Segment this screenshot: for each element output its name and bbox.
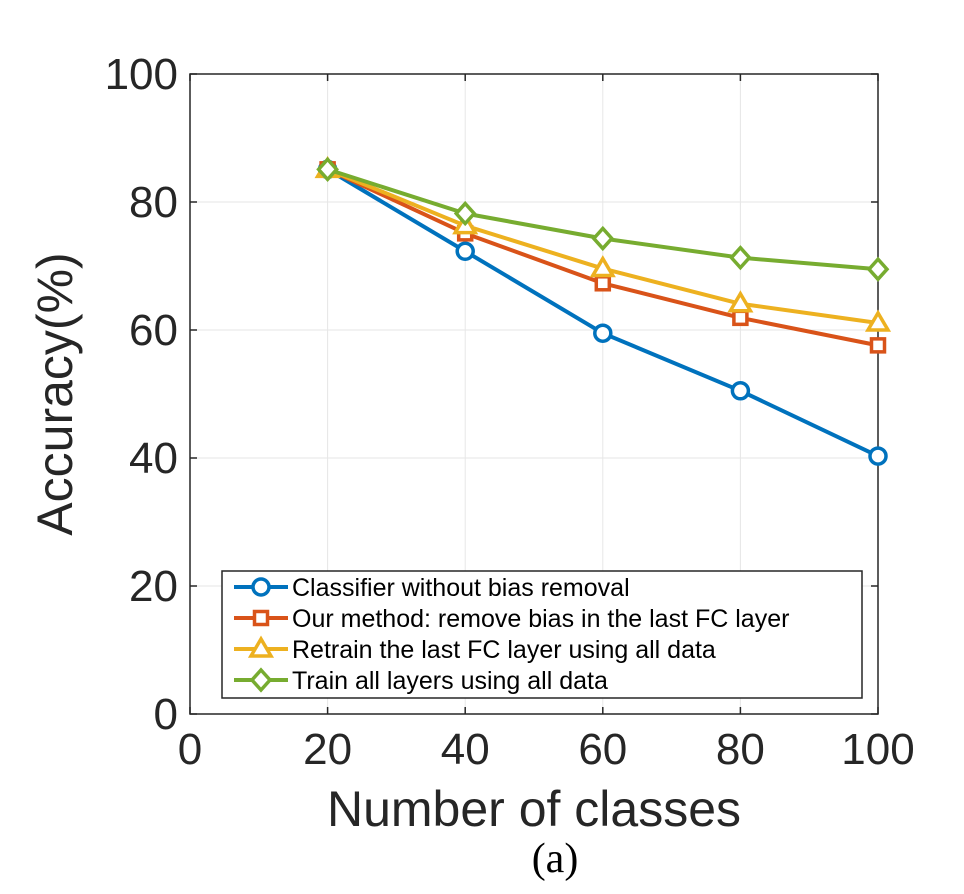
data-point <box>589 255 616 278</box>
legend-marker <box>252 609 270 627</box>
legend-item: Retrain the last FC layer using all data <box>234 635 716 664</box>
legend-label: Classifier without bias removal <box>292 574 630 602</box>
x-tick-label: 40 <box>441 725 490 774</box>
data-point <box>868 446 888 466</box>
x-tick-label: 80 <box>716 725 765 774</box>
legend-box <box>221 570 863 699</box>
data-point <box>727 290 754 313</box>
data-point <box>866 256 890 282</box>
data-point <box>453 200 477 227</box>
figure-caption: (a) <box>532 836 579 882</box>
x-axis-label: Number of classes <box>327 781 741 837</box>
data-point <box>864 309 892 332</box>
y-tick-label: 100 <box>105 50 178 99</box>
legend-marker <box>251 577 271 597</box>
x-tick-label: 60 <box>578 725 627 774</box>
plot-area-frame <box>189 73 879 715</box>
x-tick-label: 100 <box>841 725 914 774</box>
data-point <box>729 245 752 271</box>
legend-label: Train all layers using all data <box>292 667 608 695</box>
series-layer <box>314 155 892 466</box>
y-axis-label: Accuracy(%) <box>27 252 83 535</box>
series-4 <box>316 156 890 282</box>
x-tick-label: 0 <box>178 725 202 774</box>
y-tick-label: 60 <box>129 306 178 355</box>
y-tick-label: 80 <box>129 178 178 227</box>
legend-item: Classifier without bias removal <box>234 574 630 602</box>
y-tick-label: 20 <box>129 562 178 611</box>
legend: Classifier without bias removal Our metho… <box>221 570 863 699</box>
legend-item: Train all layers using all data <box>234 667 608 695</box>
legend-label: Retrain the last FC layer using all data <box>292 636 716 664</box>
axis-ticks: 0 20 40 60 80 100 0 20 40 60 80 100 <box>105 50 915 774</box>
y-tick-label: 40 <box>129 434 178 483</box>
data-point <box>316 156 339 182</box>
data-point <box>455 241 475 262</box>
data-point <box>593 323 613 343</box>
legend-item: Our method: remove bias in the last FC l… <box>234 605 789 633</box>
data-point <box>594 275 612 292</box>
x-tick-label: 20 <box>303 725 352 774</box>
legend-marker <box>247 635 275 658</box>
legend-label: Our method: remove bias in the last FC l… <box>292 605 789 633</box>
data-point <box>869 337 887 354</box>
data-point <box>591 225 615 252</box>
legend-marker <box>249 667 273 693</box>
data-point <box>730 381 751 401</box>
data-point <box>732 309 749 327</box>
y-tick-label: 0 <box>154 690 178 739</box>
